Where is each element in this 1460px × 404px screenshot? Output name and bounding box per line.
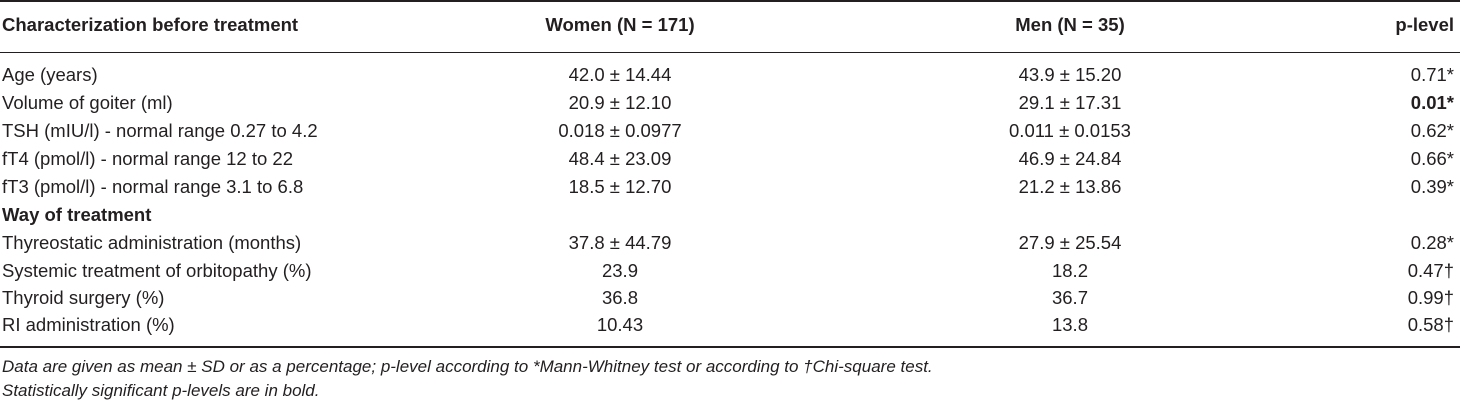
p-value: 0.47† [1407,260,1454,281]
table-row: fT4 (pmol/l) - normal range 12 to 22 48.… [0,145,1460,173]
row-label: fT3 (pmol/l) - normal range 3.1 to 6.8 [2,176,304,197]
men-value: 29.1 ± 17.31 [1018,92,1122,113]
women-value: 36.8 [601,287,638,308]
row-label: fT4 (pmol/l) - normal range 12 to 22 [2,148,293,169]
section-way-of-treatment: Way of treatment [2,204,152,225]
p-value: 0.66* [1410,148,1454,169]
women-value: 10.43 [596,314,644,335]
header-characterization: Characterization before treatment [2,14,299,35]
p-value-significant: 0.01* [1410,92,1454,113]
table-row: Volume of goiter (ml) 20.9 ± 12.10 29.1 … [0,89,1460,117]
men-value: 0.011 ± 0.0153 [1009,120,1131,141]
women-value: 23.9 [601,260,638,281]
men-value: 13.8 [1051,314,1088,335]
footnote-bold: Statistically significant p-levels are i… [2,381,320,400]
table-row: Systemic treatment of orbitopathy (%) 23… [0,257,1460,285]
header-rule [0,52,1460,53]
p-value: 0.39* [1410,176,1454,197]
women-value: 0.018 ± 0.0977 [558,120,682,141]
section-heading: Way of treatment [0,201,1460,229]
table-row: Thyreostatic administration (months) 37.… [0,229,1460,257]
header-p-level: p-level [1395,14,1454,35]
table-row: RI administration (%) 10.43 13.8 0.58† [0,311,1460,339]
row-label: Volume of goiter (ml) [2,92,173,113]
women-value: 20.9 ± 12.10 [568,92,672,113]
p-value: 0.71* [1410,64,1454,85]
table-row: TSH (mIU/l) - normal range 0.27 to 4.2 0… [0,117,1460,145]
header-men: Men (N = 35) [1015,14,1125,35]
women-value: 48.4 ± 23.09 [568,148,672,169]
men-value: 43.9 ± 15.20 [1018,64,1122,85]
table-row: Thyroid surgery (%) 36.8 36.7 0.99† [0,284,1460,312]
p-value: 0.58† [1407,314,1454,335]
row-label: Systemic treatment of orbitopathy (%) [2,260,312,281]
p-value: 0.62* [1410,120,1454,141]
bottom-rule [0,346,1460,348]
row-label: Thyroid surgery (%) [2,287,165,308]
table-row: fT3 (pmol/l) - normal range 3.1 to 6.8 1… [0,173,1460,201]
p-value: 0.28* [1410,232,1454,253]
p-value: 0.99† [1407,287,1454,308]
women-value: 42.0 ± 14.44 [568,64,672,85]
row-label: Age (years) [2,64,98,85]
footnote-method: Data are given as mean ± SD or as a perc… [2,357,933,376]
women-value: 18.5 ± 12.70 [568,176,672,197]
row-label: RI administration (%) [2,314,175,335]
header-row: Characterization before treatment Women … [0,11,1460,39]
row-label: TSH (mIU/l) - normal range 0.27 to 4.2 [2,120,318,141]
top-rule [0,0,1460,2]
men-value: 36.7 [1051,287,1088,308]
women-value: 37.8 ± 44.79 [568,232,672,253]
table-row: Age (years) 42.0 ± 14.44 43.9 ± 15.20 0.… [0,61,1460,89]
men-value: 18.2 [1051,260,1088,281]
row-label: Thyreostatic administration (months) [2,232,302,253]
men-value: 21.2 ± 13.86 [1018,176,1122,197]
men-value: 27.9 ± 25.54 [1018,232,1122,253]
men-value: 46.9 ± 24.84 [1018,148,1122,169]
header-women: Women (N = 171) [545,14,695,35]
